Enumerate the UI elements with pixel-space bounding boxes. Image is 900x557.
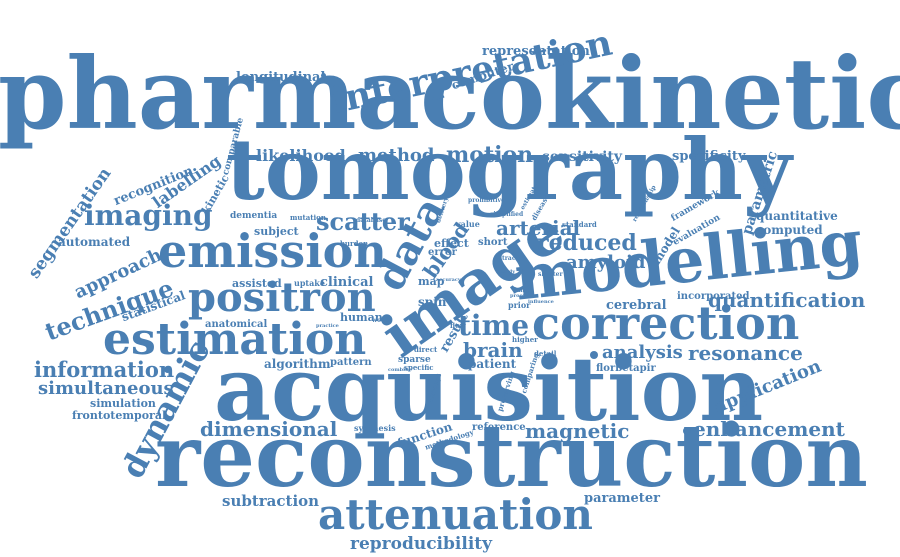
word-information: information [34, 357, 175, 382]
word-imaging: imaging [84, 199, 213, 232]
word-scatter: scatter [316, 207, 410, 236]
word-practice: practice [316, 323, 339, 329]
word-dimensional: dimensional [200, 417, 338, 441]
word-attenuation: attenuation [318, 490, 593, 539]
word-resonance: resonance [688, 341, 803, 365]
word-specificity: specificity [672, 149, 746, 164]
word-jmap: jmap [514, 287, 531, 294]
word-proof: proof [510, 293, 525, 299]
word-incorporated: incorporated [677, 291, 750, 302]
word-parameter: parameter [584, 491, 660, 506]
word-direct: direct [414, 345, 438, 354]
word-reference: reference [472, 422, 526, 433]
word-database: database [356, 217, 387, 224]
word-reduced: reduced [537, 230, 637, 256]
word-value: value [456, 219, 480, 229]
bullet-dot [590, 351, 598, 359]
word-map: map [418, 275, 445, 288]
word-brain: brain [463, 338, 523, 362]
word-subtraction: subtraction [222, 492, 320, 510]
word-analysis: analysis [602, 342, 683, 363]
word-quantification: quantification [708, 288, 866, 312]
word-algorithm: algorithm [264, 357, 331, 371]
word-sparse: sparse [398, 355, 431, 365]
word-frontotemporal: frontotemporal [72, 409, 167, 422]
word-automated: automated [58, 235, 131, 249]
word-reconstruction: reconstruction [155, 406, 868, 507]
word-computed: computed [756, 223, 823, 237]
word-combine: combine [388, 367, 412, 373]
word-synthesis: synthesis [354, 423, 396, 433]
word-motion: motion [446, 142, 534, 168]
word-work: work [372, 317, 389, 324]
word-likelihood: likelihood [256, 146, 346, 165]
word-effect: effect [434, 237, 469, 250]
word-correction: correction [532, 296, 800, 350]
word-prohibitive: prohibitive [468, 197, 505, 204]
word-standard: standard [562, 220, 597, 229]
word-spin: spin [418, 295, 447, 309]
word-florbetapir: florbetapir [596, 363, 656, 374]
bullet-dot [164, 366, 171, 373]
word-error: error [428, 247, 457, 258]
word-burden: burden [340, 239, 369, 248]
word-acquisition: acquisition [214, 337, 764, 441]
word-assisted: assisted [232, 277, 282, 290]
word-amyloid: amyloid [566, 252, 646, 273]
word-short: short [478, 237, 508, 248]
word-representation: representation [482, 44, 590, 59]
word-tomography: tomography [226, 120, 792, 219]
word-accuracy: accuracy [436, 277, 461, 283]
word-estimation: estimation [103, 314, 367, 365]
word-detail: detail [534, 349, 557, 358]
word-flow: flow [450, 321, 466, 330]
word-patient: patient [468, 357, 517, 371]
word-sensitivity: sensitivity [542, 149, 623, 165]
bullet-dot [683, 427, 691, 435]
word-tracer: tracer [502, 255, 523, 262]
word-uptake: uptake [294, 278, 325, 288]
word-anatomical: anatomical [205, 319, 268, 330]
word-reproducibility: reproducibility [350, 534, 493, 554]
word-specific: specific [404, 363, 434, 372]
bullet-dot [321, 73, 326, 78]
word-pattern: pattern [330, 357, 372, 368]
word-simplified: simplified [490, 211, 524, 218]
word-longitudinal: longitudinal [236, 70, 326, 85]
word-enhancement: enhancement [693, 417, 845, 441]
word-quantitative: quantitative [756, 209, 838, 223]
word-human: human [340, 311, 383, 324]
word-dementia: dementia [230, 211, 278, 221]
word-clinical: clinical [320, 275, 374, 290]
word-study: study [500, 269, 516, 275]
word-method: method [358, 145, 435, 166]
word-mutation: mutation [290, 213, 326, 222]
word-emission: emission [158, 224, 387, 278]
word-shorter: shorter [538, 271, 563, 278]
word-prior: prior [508, 300, 531, 310]
word-simultaneous: simultaneous [38, 378, 174, 399]
word-subject: subject [254, 225, 299, 238]
word-positron: positron [188, 274, 376, 321]
word-pharmacokinetic: pharmacokinetic [0, 37, 900, 152]
word-arterial: arterial [496, 216, 581, 240]
word-simulation: simulation [90, 397, 156, 410]
word-magnetic: magnetic [525, 419, 630, 443]
word-cerebral: cerebral [606, 298, 667, 313]
word-influence: influence [528, 299, 554, 305]
word-time: time [458, 309, 530, 342]
word-higher: higher [512, 335, 538, 344]
